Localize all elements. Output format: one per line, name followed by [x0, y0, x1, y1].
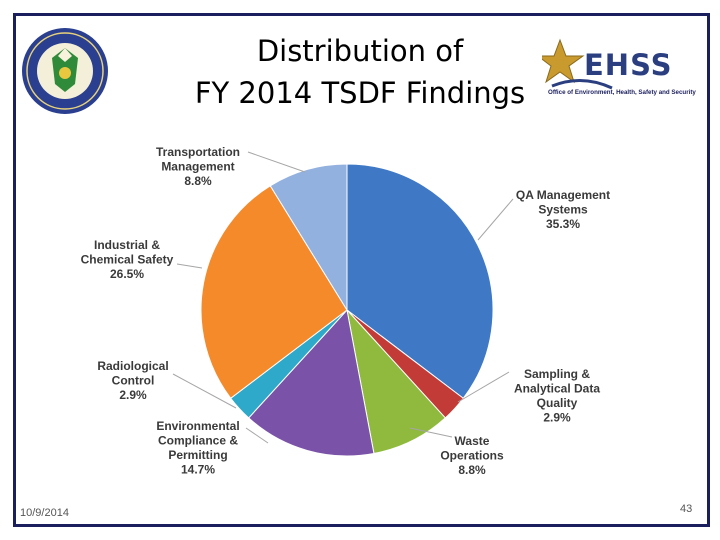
leader-line: [245, 427, 269, 444]
slice-label: Waste Operations 8.8%: [440, 434, 504, 477]
pie-slice: [269, 163, 348, 312]
leader-line: [247, 151, 306, 173]
ehss-logo-text: EHSS: [584, 48, 673, 82]
title-line-2: FY 2014 TSDF Findings: [194, 76, 526, 110]
star-icon: [542, 38, 613, 90]
slice-label: Radiological Control 2.9%: [97, 359, 168, 402]
slice-label: Sampling & Analytical Data Quality 2.9%: [514, 367, 600, 425]
slice-label: Transportation Management 8.8%: [156, 145, 240, 188]
leader-line: [172, 373, 237, 409]
slice-label: Environmental Compliance & Permitting 14.7%: [156, 419, 239, 477]
leader-line: [176, 263, 203, 269]
slide-date: 10/9/2014: [20, 507, 69, 519]
leader-line: [409, 427, 453, 438]
slice-label: Industrial & Chemical Safety 26.5%: [81, 238, 174, 281]
pie-slice: [346, 163, 494, 399]
leader-line: [457, 371, 510, 403]
page-number: 43: [680, 503, 693, 515]
pie-slice: [346, 308, 447, 455]
slide-title: Distribution of FY 2014 TSDF Findings: [150, 30, 570, 114]
leader-line: [477, 198, 514, 241]
seal-icon: [22, 28, 108, 114]
pie-slice: [247, 308, 375, 457]
title-line-1: Distribution of: [256, 34, 464, 68]
ehss-logo-subtitle: Office of Environment, Health, Safety an…: [548, 89, 696, 96]
pie-slice: [200, 185, 348, 399]
slice-label: QA Management Systems 35.3%: [516, 188, 610, 231]
